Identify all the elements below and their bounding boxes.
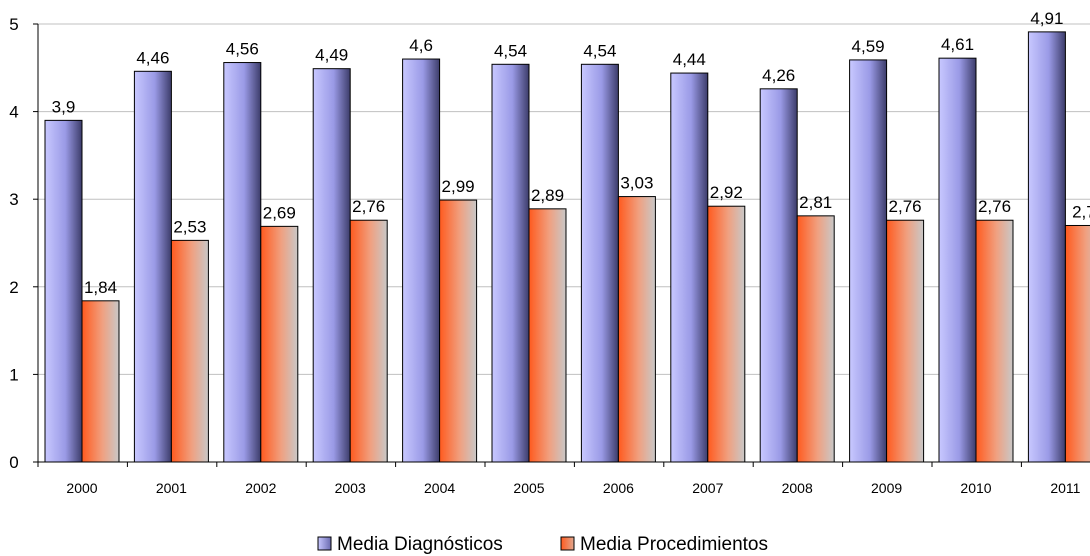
data-label: 4,46 — [136, 48, 169, 67]
data-label: 2,7 — [1072, 202, 1090, 221]
data-label: 2,53 — [173, 217, 206, 236]
bars — [44, 31, 1090, 463]
x-tick-label: 2001 — [156, 480, 187, 496]
data-label: 1,84 — [84, 278, 117, 297]
bar-media-procedimientos — [707, 205, 746, 463]
data-label: 4,56 — [226, 40, 259, 59]
bar-media-procedimientos — [260, 225, 299, 463]
data-label: 3,03 — [620, 174, 653, 193]
y-tick-label: 1 — [9, 365, 18, 384]
x-tick-label: 2010 — [960, 480, 991, 496]
bar-media-diagnosticos — [580, 63, 619, 463]
bar-media-procedimientos — [81, 300, 120, 463]
y-tick-label: 4 — [9, 103, 18, 122]
bar-media-diagnosticos — [849, 59, 888, 463]
bar-media-diagnosticos — [44, 119, 83, 463]
y-tick-label: 3 — [9, 190, 18, 209]
bar-media-diagnosticos — [133, 70, 172, 463]
bar-media-diagnosticos — [938, 57, 977, 463]
data-label: 2,76 — [889, 197, 922, 216]
legend-label: Media Diagnósticos — [337, 534, 503, 555]
data-label: 2,76 — [352, 197, 385, 216]
axes: 0 1 2 3 4 5 2000 2001 2002 2003 2004 2005 2006 2007 20… — [9, 15, 1090, 496]
data-label: 4,44 — [673, 50, 706, 69]
x-tick-label: 2005 — [513, 480, 544, 496]
x-tick-label: 2003 — [335, 480, 366, 496]
data-label: 4,59 — [852, 37, 885, 56]
data-label: 4,54 — [494, 41, 527, 60]
data-label: 2,99 — [442, 177, 475, 196]
x-tick-label: 2000 — [66, 480, 97, 496]
bar-media-procedimientos — [975, 219, 1014, 463]
bar-media-procedimientos — [617, 196, 656, 463]
bar-media-diagnosticos — [491, 63, 530, 463]
x-tick-label: 2007 — [692, 480, 723, 496]
bar-media-diagnosticos — [312, 68, 351, 463]
y-tick-label: 5 — [9, 15, 18, 34]
data-label: 4,91 — [1030, 9, 1063, 28]
legend-swatch-diagnosticos — [317, 536, 332, 551]
legend-swatch-procedimientos — [560, 536, 575, 551]
bar-media-procedimientos — [528, 208, 567, 463]
bar-media-procedimientos — [796, 215, 835, 463]
data-label: 3,9 — [52, 97, 76, 116]
data-label: 4,54 — [583, 41, 616, 60]
legend: Media Diagnósticos Media Procedimientos — [317, 534, 768, 555]
data-label: 2,81 — [799, 193, 832, 212]
bar-media-procedimientos — [1064, 224, 1090, 463]
data-label: 4,49 — [315, 46, 348, 65]
data-label: 4,26 — [762, 66, 795, 85]
bar-media-procedimientos — [886, 219, 925, 463]
x-tick-label: 2006 — [603, 480, 634, 496]
x-tick-label: 2004 — [424, 480, 455, 496]
data-label: 4,61 — [941, 35, 974, 54]
bar-media-diagnosticos — [223, 62, 262, 463]
data-label: 2,92 — [710, 183, 743, 202]
data-label: 2,89 — [531, 186, 564, 205]
x-tick-label: 2002 — [245, 480, 276, 496]
bar-media-diagnosticos — [1027, 31, 1066, 463]
x-tick-label: 2009 — [871, 480, 902, 496]
bar-media-diagnosticos — [402, 58, 441, 463]
bar-media-procedimientos — [439, 199, 478, 463]
x-tick-label: 2008 — [782, 480, 813, 496]
legend-label: Media Procedimientos — [580, 534, 768, 555]
data-label: 2,69 — [263, 203, 296, 222]
bar-media-diagnosticos — [670, 72, 709, 463]
x-tick-label: 2011 — [1050, 480, 1080, 496]
y-tick-label: 2 — [9, 278, 18, 297]
data-label: 4,6 — [409, 36, 433, 55]
y-tick-label: 0 — [9, 453, 18, 472]
bar-media-procedimientos — [349, 219, 388, 463]
data-labels: 3,9 1,84 4,46 2,53 4,56 2,69 4,49 2,76 4,6 2,99 4,… — [52, 9, 1090, 297]
bar-media-diagnosticos — [759, 88, 798, 463]
data-label: 2,76 — [978, 197, 1011, 216]
bar-media-procedimientos — [170, 239, 209, 463]
